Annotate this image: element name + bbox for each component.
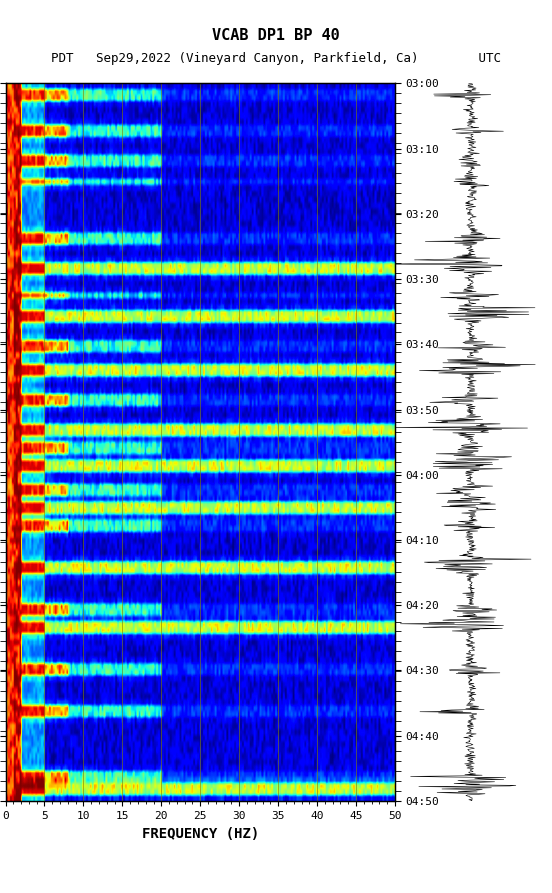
Text: VCAB DP1 BP 40: VCAB DP1 BP 40 — [212, 28, 340, 43]
Text: FREQUENCY (HZ): FREQUENCY (HZ) — [142, 827, 259, 841]
Text: PDT   Sep29,2022 (Vineyard Canyon, Parkfield, Ca)        UTC: PDT Sep29,2022 (Vineyard Canyon, Parkfie… — [51, 52, 501, 64]
